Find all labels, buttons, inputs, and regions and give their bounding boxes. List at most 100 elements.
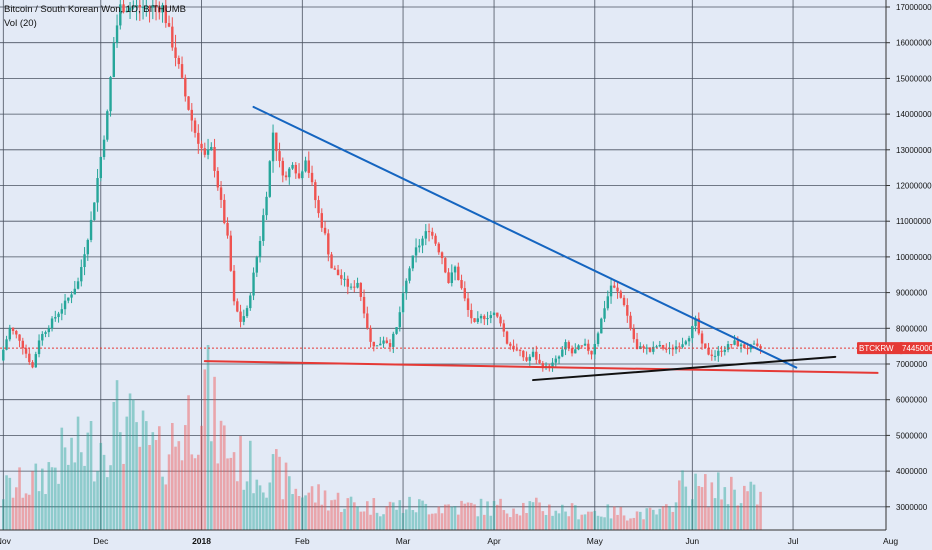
volume-bar: [414, 512, 418, 530]
volume-bar: [502, 510, 506, 530]
candle: [236, 298, 239, 313]
volume-bar: [639, 511, 642, 530]
volume-bar: [89, 421, 93, 530]
candle: [476, 311, 479, 324]
candle: [531, 347, 535, 358]
volume-bar: [437, 506, 441, 530]
volume-bar: [629, 518, 632, 530]
candle: [323, 221, 327, 236]
candle: [421, 235, 424, 254]
volume-bar: [245, 481, 249, 530]
volume-bar: [8, 477, 12, 530]
candle: [265, 191, 268, 220]
candle: [314, 179, 317, 209]
candle: [21, 337, 24, 355]
candle: [278, 142, 281, 168]
volume-bar: [18, 467, 21, 530]
volume-bar: [216, 463, 220, 530]
candle: [171, 17, 174, 51]
volume-bar: [37, 491, 41, 530]
volume-bar: [564, 511, 567, 530]
volume-bar: [405, 509, 408, 530]
volume-bar: [80, 452, 83, 530]
candle: [145, 0, 148, 17]
volume-bar: [674, 502, 678, 530]
volume-bar: [54, 467, 57, 530]
volume-bar: [567, 516, 571, 530]
candle: [515, 343, 518, 352]
candle: [632, 324, 635, 343]
volume-bar: [687, 505, 691, 530]
candle: [294, 162, 297, 179]
candle: [11, 327, 15, 335]
candle: [752, 340, 756, 345]
y-tick-label: 12000000: [896, 182, 932, 191]
volume-bar: [726, 504, 730, 530]
candle: [369, 325, 372, 348]
candle: [99, 156, 102, 182]
volume-bar: [671, 511, 675, 530]
volume-bars: [1, 345, 762, 530]
volume-bar: [70, 437, 73, 530]
candle: [158, 1, 161, 20]
volume-bar: [574, 505, 577, 530]
candle: [356, 277, 359, 289]
volume-bar: [528, 501, 532, 530]
candle: [587, 339, 590, 355]
candle: [518, 349, 522, 357]
candle: [343, 272, 346, 287]
candle: [226, 217, 229, 239]
volume-bar: [73, 462, 77, 530]
candle: [583, 338, 587, 347]
candle: [174, 34, 177, 67]
trendlines[interactable]: [203, 105, 879, 382]
volume-bar: [642, 519, 645, 530]
candle: [193, 117, 197, 138]
volume-bar: [41, 468, 44, 530]
candle: [557, 355, 561, 365]
volume-bar: [372, 498, 376, 530]
trendline-descending-resistance[interactable]: [252, 105, 798, 369]
volume-bar: [759, 491, 762, 530]
x-tick-label: 2018: [192, 536, 211, 546]
candle: [395, 327, 398, 335]
x-tick-label: Dec: [93, 536, 109, 546]
candle: [512, 339, 515, 352]
y-tick-label: 6000000: [896, 396, 928, 405]
candle: [213, 138, 216, 178]
volume-bar: [561, 504, 564, 530]
volume-bar: [544, 514, 548, 530]
candle: [665, 343, 668, 353]
volume-bar: [749, 481, 753, 530]
volume-bar: [479, 498, 483, 530]
candle: [463, 281, 466, 302]
candle: [466, 292, 470, 317]
volume-bar: [512, 508, 515, 530]
volume-bar: [252, 493, 255, 530]
candle: [372, 341, 375, 352]
candle: [622, 295, 626, 307]
candle: [704, 343, 707, 349]
trendline-horizontal-support[interactable]: [203, 360, 879, 374]
candle: [440, 251, 444, 265]
candle: [232, 265, 236, 306]
volume-bar: [135, 422, 138, 530]
volume-bar: [466, 502, 470, 530]
volume-bar: [366, 501, 369, 530]
volume-bar: [427, 514, 431, 530]
volume-bar: [707, 507, 710, 530]
trendline-rising-support[interactable]: [532, 355, 837, 382]
candle: [47, 325, 50, 338]
volume-bar: [613, 506, 616, 530]
volume-bar: [229, 457, 233, 530]
volume-bar: [681, 470, 684, 530]
x-tick-label: Nov: [0, 536, 12, 546]
volume-bar: [385, 506, 389, 530]
candle: [437, 242, 440, 255]
candle: [509, 341, 512, 350]
candle: [93, 202, 96, 221]
candle: [154, 0, 158, 21]
volume-bar: [453, 506, 457, 530]
volume-bar: [522, 502, 525, 530]
